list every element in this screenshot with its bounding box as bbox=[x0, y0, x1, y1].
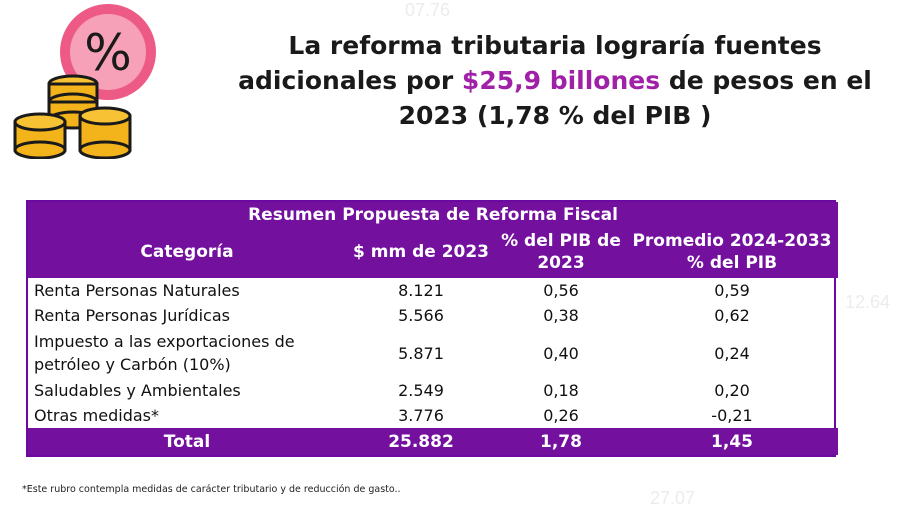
row-pib-2023: 0,56 bbox=[543, 281, 579, 300]
row-promedio: 0,20 bbox=[714, 381, 750, 400]
column-header-categoria: Categoría bbox=[28, 228, 346, 278]
footnote: *Este rubro contempla medidas de carácte… bbox=[22, 484, 401, 495]
total-label: Total bbox=[28, 428, 346, 455]
row-amount: 5.871 bbox=[398, 343, 444, 363]
row-amount: 5.566 bbox=[398, 306, 444, 325]
row-pib-2023: 0,26 bbox=[543, 406, 579, 425]
row-pib-2023: 0,18 bbox=[543, 381, 579, 400]
row-category: Impuesto a las exportaciones de petróleo… bbox=[34, 332, 295, 374]
row-promedio: 0,59 bbox=[714, 281, 750, 300]
total-amount: 25.882 bbox=[346, 428, 496, 455]
total-pib-2023: 1,78 bbox=[496, 428, 626, 455]
background-number-3: 27.07 bbox=[650, 488, 696, 508]
row-amount: 2.549 bbox=[398, 381, 444, 400]
background-number-2: 12.64 bbox=[845, 292, 891, 312]
table-row: Renta Personas Jurídicas 5.566 0,38 0,62 bbox=[28, 303, 838, 328]
table-row: Impuesto a las exportaciones de petróleo… bbox=[28, 328, 838, 378]
row-amount: 8.121 bbox=[398, 281, 444, 300]
column-header-mm: $ mm de 2023 bbox=[346, 228, 496, 278]
table-row: Saludables y Ambientales 2.549 0,18 0,20 bbox=[28, 378, 838, 403]
row-promedio: 0,62 bbox=[714, 306, 750, 325]
total-promedio: 1,45 bbox=[626, 428, 838, 455]
row-amount: 3.776 bbox=[398, 406, 444, 425]
row-pib-2023: 0,38 bbox=[543, 306, 579, 325]
svg-text:%: % bbox=[84, 24, 132, 82]
row-category: Renta Personas Naturales bbox=[34, 281, 240, 300]
table-row: Renta Personas Naturales 8.121 0,56 0,59 bbox=[28, 278, 838, 303]
title-text-after: de pesos en el 2023 (1,78 % del PIB ) bbox=[398, 66, 872, 130]
fiscal-reform-table: Resumen Propuesta de Reforma Fiscal Cate… bbox=[26, 200, 838, 457]
title-text-before: La reforma tributaria lograría fuentes a… bbox=[238, 31, 822, 95]
row-category: Saludables y Ambientales bbox=[34, 381, 241, 400]
row-pib-2023: 0,40 bbox=[543, 343, 579, 363]
total-row: Total 25.882 1,78 1,45 bbox=[28, 428, 838, 455]
column-header-pib-2023: % del PIB de 2023 bbox=[496, 228, 626, 278]
table-caption: Resumen Propuesta de Reforma Fiscal bbox=[28, 202, 838, 228]
column-header-promedio: Promedio 2024-2033 % del PIB bbox=[626, 228, 838, 278]
row-category: Renta Personas Jurídicas bbox=[34, 306, 230, 325]
background-number-1: 07.76 bbox=[405, 0, 451, 20]
row-category: Otras medidas* bbox=[34, 406, 159, 425]
table-row: Otras medidas* 3.776 0,26 -0,21 bbox=[28, 403, 838, 428]
row-promedio: 0,24 bbox=[714, 343, 750, 363]
page-title: La reforma tributaria lograría fuentes a… bbox=[205, 28, 905, 133]
row-promedio: -0,21 bbox=[711, 406, 753, 425]
percent-coins-icon: % bbox=[13, 4, 156, 159]
title-highlight: $25,9 billones bbox=[461, 66, 661, 95]
